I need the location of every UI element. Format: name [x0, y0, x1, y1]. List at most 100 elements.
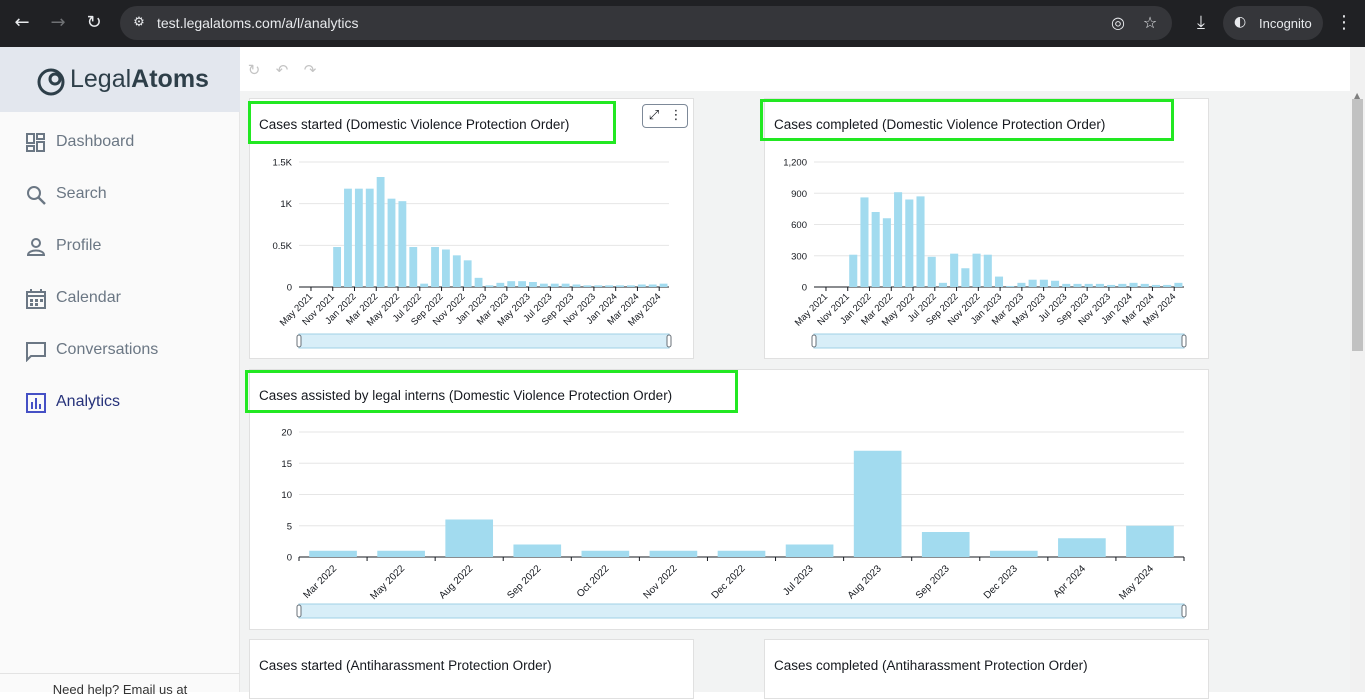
incognito-badge[interactable]: ◐ Incognito — [1223, 6, 1323, 40]
range-slider-handle[interactable] — [296, 604, 302, 618]
chart-bar[interactable] — [649, 550, 698, 557]
range-slider-handle[interactable] — [1181, 604, 1187, 618]
range-slider-handle[interactable] — [811, 334, 817, 348]
scroll-up-icon[interactable]: ▲ — [1354, 91, 1361, 100]
chart-bar[interactable] — [983, 254, 992, 287]
chart-bar[interactable] — [961, 268, 970, 287]
range-slider-track[interactable] — [813, 333, 1185, 349]
address-bar[interactable]: ⚙ test.legalatoms.com/a/l/analytics ◎ ☆ — [120, 6, 1172, 40]
chart-bar[interactable] — [474, 277, 483, 287]
chart-bar[interactable] — [539, 283, 548, 287]
chart-bar[interactable] — [871, 212, 880, 287]
chart-bar[interactable] — [894, 192, 903, 287]
chart-bar[interactable] — [605, 285, 614, 287]
chart-bar[interactable] — [849, 254, 858, 287]
range-slider-track[interactable] — [298, 603, 1185, 619]
chart-bar[interactable] — [626, 285, 635, 287]
chart-bar[interactable] — [409, 247, 418, 287]
more-options-icon[interactable]: ⋮ — [669, 108, 683, 123]
chart-bar[interactable] — [1174, 282, 1183, 287]
chart-bar[interactable] — [927, 256, 936, 287]
chart-bar[interactable] — [1129, 282, 1138, 287]
chart-bar[interactable] — [594, 285, 603, 287]
chart-bar[interactable] — [513, 544, 562, 558]
chart-bar[interactable] — [398, 201, 407, 287]
undo-icon[interactable]: ↶ — [275, 61, 289, 79]
chart-bar[interactable] — [496, 282, 505, 287]
page-scrollbar[interactable]: ▲ — [1350, 47, 1365, 692]
chart-bar[interactable] — [659, 283, 668, 287]
browser-menu-icon[interactable]: ⋮ — [1335, 12, 1353, 33]
chart-bar[interactable] — [420, 283, 429, 287]
chart-bar[interactable] — [452, 255, 461, 287]
chart-bar[interactable] — [561, 283, 570, 287]
reset-icon[interactable]: ↻ — [247, 61, 261, 79]
scrollbar-thumb[interactable] — [1352, 99, 1363, 351]
chart-bar[interactable] — [950, 253, 959, 287]
chart-bar[interactable] — [354, 188, 363, 287]
chart-bar[interactable] — [485, 285, 494, 287]
chart-bar[interactable] — [1058, 538, 1106, 557]
chart-bar[interactable] — [860, 197, 869, 287]
chart-bar[interactable] — [1118, 283, 1127, 287]
chart-bar[interactable] — [581, 550, 630, 557]
sidebar-item-search[interactable]: Search — [0, 175, 240, 215]
chart-bar[interactable] — [994, 276, 1004, 287]
chart-bar[interactable] — [1006, 285, 1015, 287]
chart-bar[interactable] — [529, 282, 537, 287]
site-settings-icon[interactable]: ⚙ — [133, 15, 145, 30]
chart-bar[interactable] — [648, 284, 657, 288]
chart-bar[interactable] — [1163, 284, 1172, 287]
chart-bar[interactable] — [853, 450, 902, 557]
sidebar-item-calendar[interactable]: Calendar — [0, 279, 240, 319]
chart-bar[interactable] — [445, 519, 494, 558]
chart-bar[interactable] — [333, 247, 342, 287]
chart-bar[interactable] — [387, 198, 396, 287]
chart-bar[interactable] — [1126, 525, 1174, 557]
download-icon[interactable]: ⤓ — [1197, 12, 1205, 33]
bookmark-star-icon[interactable]: ☆ — [1142, 13, 1158, 32]
chart-bar[interactable] — [905, 199, 914, 288]
chart-bar[interactable] — [441, 249, 450, 288]
range-slider-handle[interactable] — [296, 334, 302, 348]
range-slider-track[interactable] — [298, 333, 670, 349]
chart-bar[interactable] — [1073, 283, 1082, 287]
reload-icon[interactable]: ↻ — [86, 12, 102, 33]
chart-bar[interactable] — [518, 281, 527, 287]
chart-bar[interactable] — [1084, 283, 1093, 287]
range-slider-handle[interactable] — [666, 334, 672, 348]
eye-slash-icon[interactable]: ◎ — [1111, 13, 1125, 32]
chart-bar[interactable] — [1062, 283, 1071, 287]
chart-bar[interactable] — [717, 550, 766, 557]
sidebar-item-profile[interactable]: Profile — [0, 227, 240, 267]
expand-icon[interactable]: ⤢ — [648, 108, 660, 123]
chart-bar[interactable] — [921, 532, 970, 557]
chart-bar[interactable] — [1017, 282, 1026, 287]
chart-bar[interactable] — [1028, 279, 1037, 287]
chart-bar[interactable] — [916, 196, 925, 287]
chart-bar[interactable] — [309, 550, 357, 557]
chart-bar[interactable] — [344, 188, 352, 287]
chart-bar[interactable] — [616, 285, 624, 287]
chart-bar[interactable] — [972, 253, 981, 287]
redo-icon[interactable]: ↷ — [303, 61, 317, 79]
chart-bar[interactable] — [1107, 284, 1116, 287]
sidebar-item-conversations[interactable]: Conversations — [0, 331, 240, 371]
sidebar-item-analytics[interactable]: Analytics — [0, 383, 240, 423]
chart-bar[interactable] — [431, 247, 439, 287]
chart-bar[interactable] — [572, 284, 581, 288]
chart-bar[interactable] — [1051, 280, 1060, 287]
url-text[interactable]: test.legalatoms.com/a/l/analytics — [157, 15, 359, 31]
chart-bar[interactable] — [785, 544, 834, 558]
logo[interactable]: LegalAtoms — [0, 47, 240, 112]
chart-bar[interactable] — [1039, 279, 1048, 287]
chart-bar[interactable] — [507, 281, 516, 287]
forward-arrow-icon[interactable]: → — [50, 12, 66, 33]
chart-bar[interactable] — [938, 282, 947, 287]
chart-bar[interactable] — [882, 218, 891, 287]
chart-bar[interactable] — [365, 188, 374, 287]
chart-bar[interactable] — [583, 285, 592, 287]
back-arrow-icon[interactable]: ← — [14, 12, 30, 33]
chart-bar[interactable] — [989, 550, 1038, 557]
chart-bar[interactable] — [637, 284, 646, 288]
